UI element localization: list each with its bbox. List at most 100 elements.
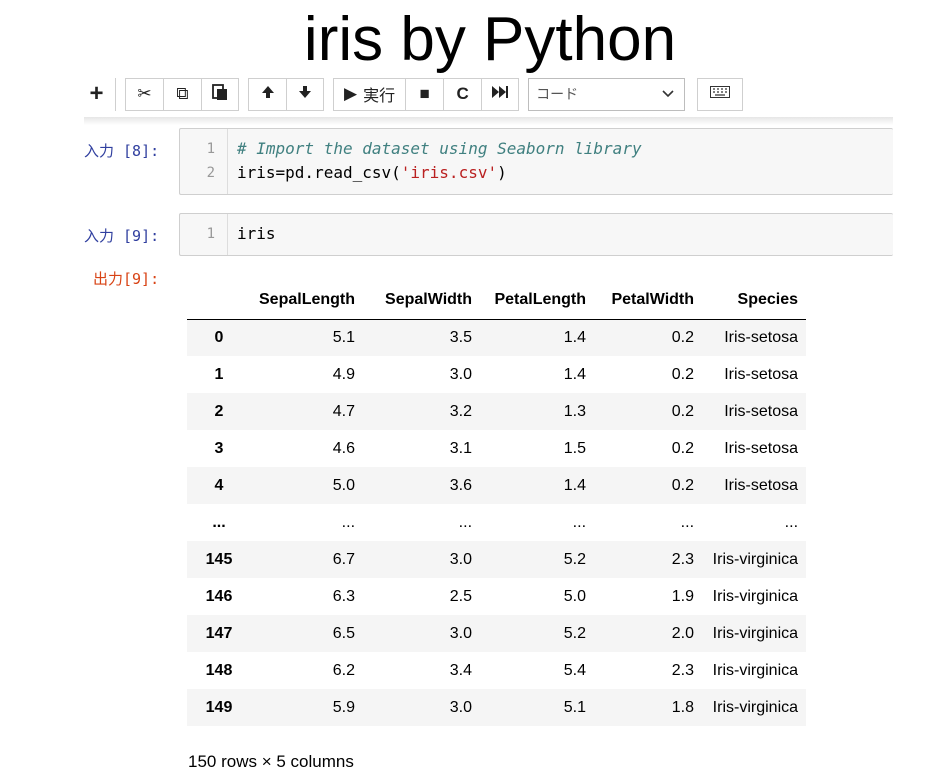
table-cell: ... (572, 513, 587, 531)
row-index: 147 (205, 624, 233, 642)
line-number: 1 (206, 141, 215, 157)
table-cell: 1.9 (671, 587, 695, 605)
table-cell: 3.0 (449, 624, 473, 642)
run-cell-button[interactable]: ▶ 実行 (333, 77, 406, 111)
table-cell: 6.5 (332, 624, 356, 642)
table-cell: 3.0 (449, 550, 473, 568)
column-header: SepalWidth (363, 282, 481, 320)
table-cell: 3.6 (449, 476, 473, 494)
table-row: 148 6.2 3.4 5.4 2.3 Iris-virginica (187, 652, 806, 689)
table-cell: Iris-setosa (724, 439, 799, 457)
table-cell: 3.4 (449, 661, 473, 679)
table-cell: 3.1 (449, 439, 473, 457)
scissors-icon: ✂ (137, 84, 152, 103)
restart-kernel-button[interactable]: C (443, 77, 482, 111)
column-header: PetalWidth (594, 282, 703, 320)
table-cell: 3.0 (449, 365, 473, 383)
table-row: 149 5.9 3.0 5.1 1.8 Iris-virginica (187, 689, 807, 726)
paste-cells-button[interactable] (201, 77, 239, 111)
move-up-button[interactable] (248, 77, 286, 111)
table-cell: 5.4 (563, 661, 587, 679)
table-cell: ... (784, 513, 799, 531)
table-cell: 6.3 (332, 587, 356, 605)
restart-run-all-button[interactable] (481, 77, 520, 111)
input-prompt-8: 入力 [8]: (84, 142, 160, 160)
table-cell: ... (680, 513, 695, 531)
table-cell: 6.7 (332, 550, 356, 568)
table-row: 0 5.1 3.5 1.4 0.2 Iris-setosa (187, 319, 807, 356)
table-row: 1 4.9 3.0 1.4 0.2 Iris-setosa (187, 356, 806, 393)
table-cell: Iris-virginica (712, 550, 799, 568)
table-cell: 5.1 (332, 328, 356, 346)
table-cell: 0.2 (671, 402, 695, 420)
move-down-button[interactable] (286, 77, 324, 111)
table-cell: ... (341, 513, 356, 531)
code-cell-8[interactable]: 1 2 # Import the dataset using Seaborn l… (179, 128, 893, 195)
table-cell: 1.8 (671, 698, 695, 716)
column-header: PetalLength (480, 282, 595, 320)
command-palette-button[interactable] (697, 77, 744, 111)
table-header-row: SepalLength SepalWidth PetalLength Petal… (187, 282, 807, 320)
table-cell: 2.5 (449, 587, 473, 605)
table-cell: 4.7 (332, 402, 356, 420)
code-line: # Import the dataset using Seaborn libra… (237, 139, 642, 158)
code-cell-9[interactable]: 1 iris (179, 213, 893, 256)
keyboard-icon (710, 85, 731, 103)
play-icon: ▶ (344, 84, 358, 103)
code-comment: # Import the dataset using Seaborn libra… (237, 139, 642, 158)
table-cell: Iris-virginica (712, 661, 799, 679)
table-row: 145 6.7 3.0 5.2 2.3 Iris-virginica (187, 541, 807, 578)
toolbar-shadow (84, 117, 893, 125)
table-cell: 0.2 (671, 365, 695, 383)
table-cell: 5.2 (563, 624, 587, 642)
run-button-label: 実行 (363, 86, 396, 105)
cut-cells-button[interactable]: ✂ (125, 77, 163, 111)
row-index: 4 (214, 476, 224, 494)
row-index: 1 (214, 365, 224, 383)
table-cell: 3.5 (449, 328, 473, 346)
input-prompt-9: 入力 [9]: (84, 227, 160, 245)
interrupt-kernel-button[interactable]: ■ (405, 77, 444, 111)
code-string: 'iris.csv' (400, 163, 498, 182)
table-cell: Iris-virginica (712, 624, 799, 642)
table-cell: 5.0 (563, 587, 587, 605)
table-row: 2 4.7 3.2 1.3 0.2 Iris-setosa (187, 393, 807, 430)
table-cell: 1.4 (563, 365, 587, 383)
output-prompt-9: 出力[9]: (93, 270, 160, 288)
table-cell: ... (458, 513, 473, 531)
line-number: 2 (206, 165, 215, 181)
table-cell: 5.0 (332, 476, 356, 494)
table-cell: 5.2 (563, 550, 587, 568)
table-cell: 1.4 (563, 476, 587, 494)
stop-icon: ■ (419, 84, 430, 103)
table-cell: 0.2 (671, 439, 695, 457)
table-cell: Iris-setosa (724, 402, 799, 420)
notebook-toolbar: + ✂ ⧉ ▶ 実行 ■ (78, 76, 744, 112)
table-cell: 0.2 (671, 328, 695, 346)
table-cell: 5.9 (332, 698, 356, 716)
dataframe-summary: 150 rows × 5 columns (188, 752, 354, 771)
table-cell: 3.0 (449, 698, 473, 716)
table-cell: 4.6 (332, 439, 356, 457)
copy-cells-button[interactable]: ⧉ (163, 77, 201, 111)
line-number-gutter: 1 (180, 214, 228, 255)
cell-type-select[interactable]: コード (528, 77, 686, 111)
copy-icon: ⧉ (176, 84, 189, 103)
restart-icon: C (456, 84, 469, 103)
table-cell: Iris-setosa (724, 476, 799, 494)
table-cell: Iris-virginica (712, 698, 799, 716)
row-index: 146 (205, 587, 233, 605)
insert-cell-button[interactable]: + (78, 77, 116, 111)
column-header: Species (702, 282, 807, 320)
code-text: iris=pd.read_csv( (237, 163, 401, 182)
table-row: 3 4.6 3.1 1.5 0.2 Iris-setosa (187, 430, 806, 467)
code-text: ) (497, 163, 507, 182)
table-cell: 4.9 (332, 365, 356, 383)
line-number: 1 (206, 226, 215, 242)
table-row: 4 5.0 3.6 1.4 0.2 Iris-setosa (187, 467, 807, 504)
line-number-gutter: 1 2 (180, 129, 228, 194)
table-cell: 3.2 (449, 402, 473, 420)
page-title: iris by Python (303, 5, 677, 74)
column-header (187, 282, 251, 320)
row-index: ... (212, 513, 226, 531)
